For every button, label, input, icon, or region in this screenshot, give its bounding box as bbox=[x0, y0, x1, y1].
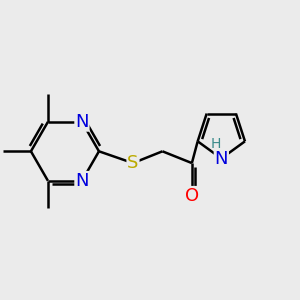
Text: O: O bbox=[185, 187, 199, 205]
Text: H: H bbox=[211, 137, 221, 151]
Text: N: N bbox=[75, 113, 89, 131]
Text: S: S bbox=[127, 154, 139, 172]
Text: N: N bbox=[214, 149, 228, 167]
Text: N: N bbox=[75, 172, 89, 190]
